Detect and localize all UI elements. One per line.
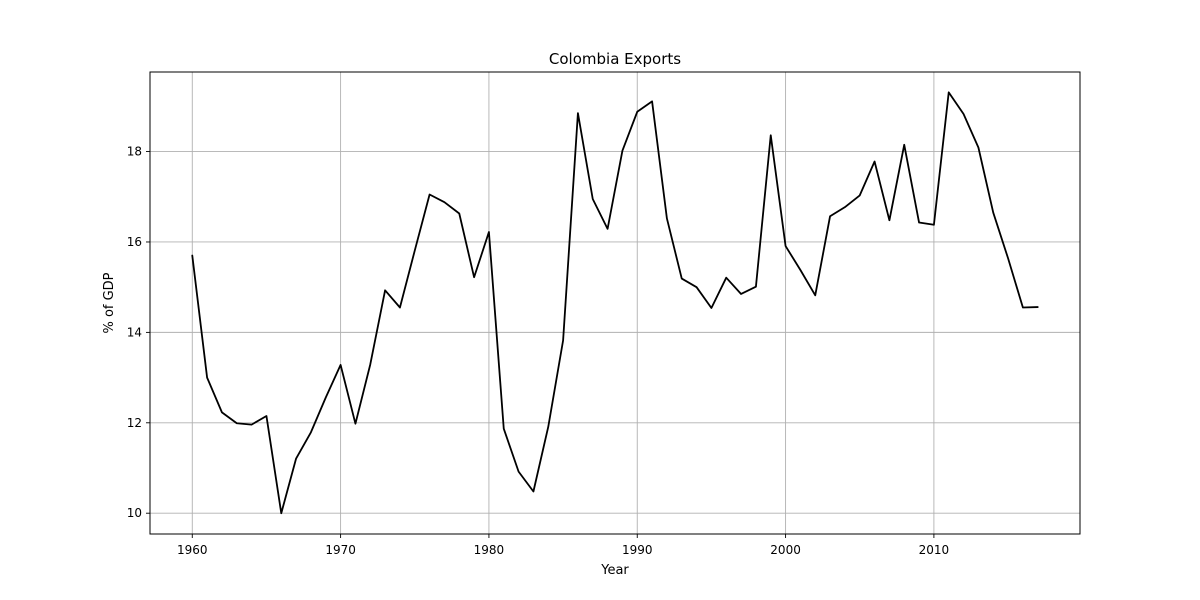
x-tick-label: 1980 <box>474 543 505 557</box>
y-tick-label: 14 <box>127 325 142 339</box>
x-tick-label: 1990 <box>622 543 653 557</box>
y-axis-label: % of GDP <box>102 272 117 333</box>
y-tick-label: 10 <box>127 506 142 520</box>
series-layer <box>191 91 1039 515</box>
exports-series-line <box>191 91 1039 515</box>
x-axis-label: Year <box>600 563 629 578</box>
plot-area-frame <box>149 71 1081 535</box>
y-tick-label: 16 <box>127 235 142 249</box>
x-tick-label: 1960 <box>177 543 208 557</box>
y-tick-label: 12 <box>127 416 142 430</box>
x-tick-label: 2010 <box>919 543 950 557</box>
grid <box>150 72 1080 534</box>
x-tick-label: 2000 <box>770 543 801 557</box>
y-tick-label: 18 <box>127 145 142 159</box>
x-tick-label: 1970 <box>325 543 356 557</box>
chart-title: Colombia Exports <box>549 50 681 68</box>
